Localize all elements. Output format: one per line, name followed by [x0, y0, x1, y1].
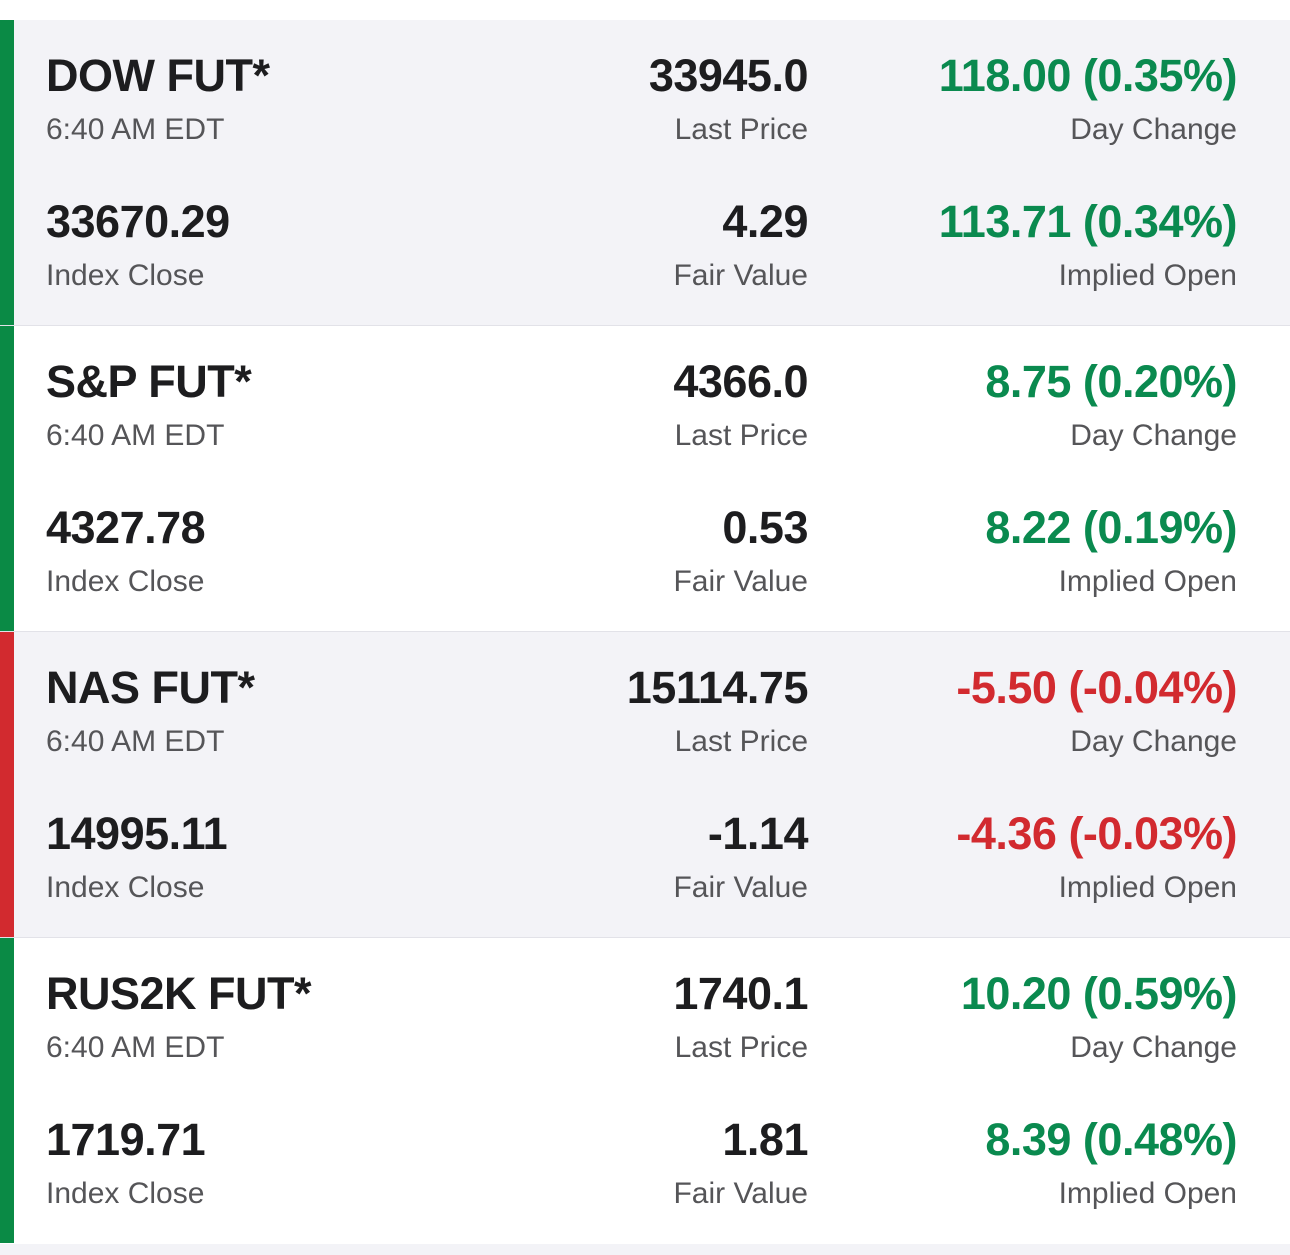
futures-name: DOW FUT*	[46, 50, 270, 101]
card-divider	[0, 325, 1290, 326]
implied-open-label: Implied Open	[1058, 871, 1237, 904]
futures-card-nas[interactable]: NAS FUT* 6:40 AM EDT 15114.75 Last Price…	[0, 632, 1290, 938]
day-change-value: -5.50 (-0.04%)	[956, 662, 1237, 713]
day-change-label: Day Change	[1070, 1031, 1237, 1064]
last-price-label: Last Price	[674, 725, 808, 758]
futures-name: NAS FUT*	[46, 662, 255, 713]
futures-card-sp[interactable]: S&P FUT* 6:40 AM EDT 4366.0 Last Price 8…	[0, 326, 1290, 632]
last-price-label: Last Price	[674, 419, 808, 452]
trend-indicator-up	[0, 938, 14, 1243]
futures-card-dow[interactable]: DOW FUT* 6:40 AM EDT 33945.0 Last Price …	[0, 20, 1290, 326]
implied-open-value: 8.39 (0.48%)	[985, 1114, 1237, 1165]
index-close-value: 1719.71	[46, 1114, 206, 1165]
index-close-value: 33670.29	[46, 196, 230, 247]
index-close-value: 4327.78	[46, 502, 206, 553]
day-change-value: 118.00 (0.35%)	[938, 50, 1238, 101]
day-change-label: Day Change	[1070, 725, 1237, 758]
day-change-value: 10.20 (0.59%)	[960, 968, 1238, 1019]
trend-indicator-down	[0, 632, 14, 937]
fair-value-label: Fair Value	[673, 565, 808, 598]
last-price-value: 4366.0	[673, 356, 808, 407]
last-price-label: Last Price	[674, 1031, 808, 1064]
implied-open-value: 8.22 (0.19%)	[985, 502, 1237, 553]
fair-value-label: Fair Value	[673, 871, 808, 904]
implied-open-label: Implied Open	[1058, 565, 1237, 598]
last-price-label: Last Price	[674, 113, 808, 146]
fair-value-value: 1.81	[722, 1114, 808, 1165]
trend-indicator-up	[0, 20, 14, 325]
fair-value-label: Fair Value	[673, 259, 808, 292]
timestamp: 6:40 AM EDT	[46, 1031, 225, 1064]
futures-card-rus2k[interactable]: RUS2K FUT* 6:40 AM EDT 1740.1 Last Price…	[0, 938, 1290, 1244]
futures-list: DOW FUT* 6:40 AM EDT 33945.0 Last Price …	[0, 20, 1290, 1244]
fair-value-value: 4.29	[722, 196, 808, 247]
last-price-value: 33945.0	[648, 50, 809, 101]
index-close-label: Index Close	[46, 1177, 205, 1210]
day-change-value: 8.75 (0.20%)	[985, 356, 1237, 407]
last-price-value: 15114.75	[626, 662, 809, 713]
implied-open-label: Implied Open	[1058, 259, 1237, 292]
index-close-label: Index Close	[46, 871, 205, 904]
day-change-label: Day Change	[1070, 419, 1237, 452]
implied-open-value: 113.71 (0.34%)	[938, 196, 1238, 247]
fair-value-value: 0.53	[722, 502, 808, 553]
index-close-label: Index Close	[46, 259, 205, 292]
timestamp: 6:40 AM EDT	[46, 113, 225, 146]
implied-open-label: Implied Open	[1058, 1177, 1237, 1210]
card-divider	[0, 631, 1290, 632]
last-price-value: 1740.1	[673, 968, 808, 1019]
trend-indicator-up	[0, 326, 14, 631]
fair-value-value: -1.14	[707, 808, 809, 859]
futures-name: S&P FUT*	[46, 356, 252, 407]
futures-name: RUS2K FUT*	[46, 968, 312, 1019]
implied-open-value: -4.36 (-0.03%)	[956, 808, 1237, 859]
card-divider	[0, 937, 1290, 938]
fair-value-label: Fair Value	[673, 1177, 808, 1210]
next-card-edge	[0, 1244, 1290, 1255]
index-close-label: Index Close	[46, 565, 205, 598]
timestamp: 6:40 AM EDT	[46, 725, 225, 758]
index-close-value: 14995.11	[46, 808, 228, 859]
timestamp: 6:40 AM EDT	[46, 419, 225, 452]
day-change-label: Day Change	[1070, 113, 1237, 146]
